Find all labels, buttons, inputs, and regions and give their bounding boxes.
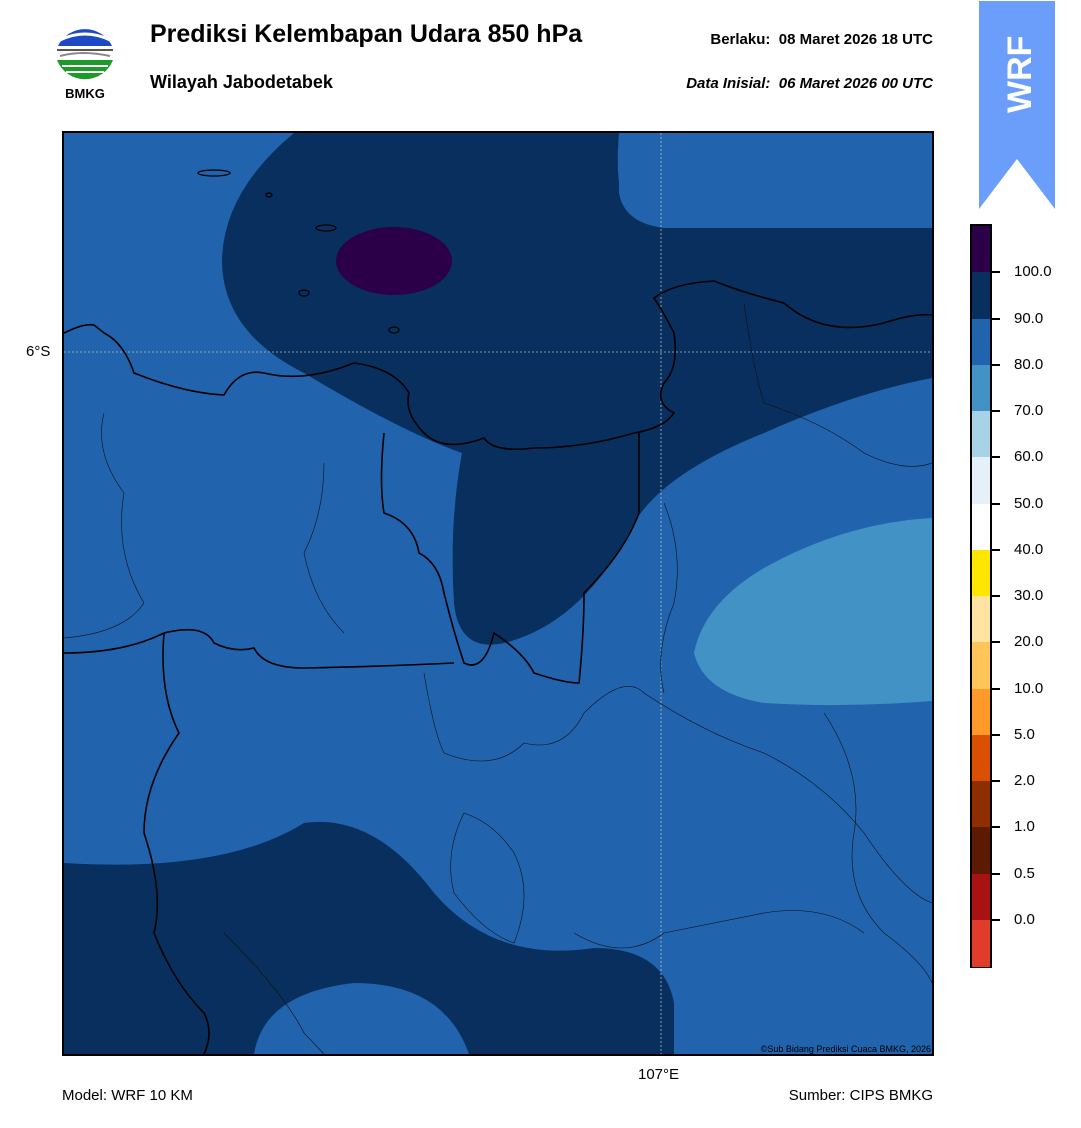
province-border-south [64, 628, 455, 669]
model-label: Model: WRF 10 KM [62, 1087, 193, 1104]
colorbar-label: 5.0 [1014, 725, 1035, 743]
colorbar-segment [972, 226, 990, 273]
colorbar-segment [972, 411, 990, 458]
logo-text: BMKG [65, 86, 105, 101]
colorbar-label: 0.0 [1014, 910, 1035, 928]
colorbar-tick [990, 687, 1000, 690]
colorbar-tick [990, 733, 1000, 736]
colorbar-tick [990, 363, 1000, 366]
wrf-badge: WRF [979, 1, 1055, 209]
bmkg-logo-icon [52, 20, 118, 100]
init-value: 06 Maret 2026 00 UTC [778, 75, 933, 92]
map-copyright: ©Sub Bidang Prediksi Cuaca BMKG, 2026 [760, 1044, 931, 1054]
province-border-west [143, 632, 210, 1054]
colorbar-segment [972, 549, 990, 597]
colorbar-label: 60.0 [1014, 448, 1044, 466]
colorbar-segment [972, 688, 990, 736]
source-label: Sumber: CIPS BMKG [788, 1087, 933, 1104]
page-title: Prediksi Kelembapan Udara 850 hPa [150, 20, 583, 48]
colorbar-segment [972, 642, 990, 689]
colorbar-label: 20.0 [1014, 633, 1044, 651]
colorbar-segment [972, 734, 990, 782]
colorbar-segment [972, 873, 990, 921]
region-humid-south-patch [254, 983, 469, 1054]
colorbar-segment [972, 827, 990, 874]
colorbar-segment [972, 272, 990, 319]
colorbar-tick [990, 317, 1000, 320]
colorbar-label: 50.0 [1014, 494, 1044, 512]
colorbar-label: 1.0 [1014, 818, 1035, 836]
lon-label: 107°E [638, 1066, 680, 1083]
colorbar-tick [990, 826, 1000, 829]
page-subtitle: Wilayah Jabodetabek [150, 72, 333, 92]
colorbar-segment [972, 503, 990, 551]
colorbar-tick [990, 918, 1000, 921]
colorbar-tick [990, 595, 1000, 597]
region-peak [336, 227, 452, 295]
colorbar-tick [990, 548, 1000, 551]
colorbar-tick [990, 502, 1000, 505]
colorbar-tick [990, 456, 1000, 459]
colorbar-tick [990, 641, 1000, 644]
colorbar-label: 70.0 [1014, 402, 1044, 419]
init-time: Data Inisial: 06 Maret 2026 00 UTC [686, 75, 933, 92]
humidity-map [62, 131, 934, 1056]
region-moderate-east [694, 518, 932, 706]
init-label: Data Inisial: [686, 75, 771, 92]
colorbar-segment [972, 318, 990, 366]
valid-label: Berlaku: [710, 31, 771, 48]
colorbar-segment [972, 919, 990, 967]
colorbar-label: 40.0 [1014, 540, 1044, 558]
colorbar-label: 2.0 [1014, 772, 1035, 789]
colorbar-tick [990, 410, 1000, 412]
province-border [380, 432, 640, 684]
wrf-badge-text: WRF [1001, 36, 1039, 113]
valid-value: 08 Maret 2026 18 UTC [778, 31, 933, 48]
colorbar-label: 100.0 [1014, 263, 1052, 281]
colorbar-segment [972, 457, 990, 504]
colorbar-label: 0.5 [1014, 864, 1035, 882]
lat-label: 6°S [26, 343, 51, 360]
colorbar-segment [972, 596, 990, 643]
colorbar-label: 80.0 [1014, 355, 1044, 373]
coastline [64, 280, 932, 451]
colorbar-label: 10.0 [1014, 679, 1044, 697]
region-very-humid-south [64, 821, 674, 1054]
valid-time: Berlaku: 08 Maret 2026 18 UTC [710, 31, 933, 48]
colorbar-tick [990, 872, 1000, 875]
colorbar-tick [990, 271, 1000, 274]
colorbar-tick [990, 780, 1000, 782]
colorbar [970, 224, 992, 968]
colorbar-segment [972, 781, 990, 828]
region-humid-patch [617, 133, 839, 227]
colorbar-label: 30.0 [1014, 587, 1044, 604]
colorbar-segment [972, 364, 990, 412]
colorbar-label: 90.0 [1014, 309, 1044, 327]
